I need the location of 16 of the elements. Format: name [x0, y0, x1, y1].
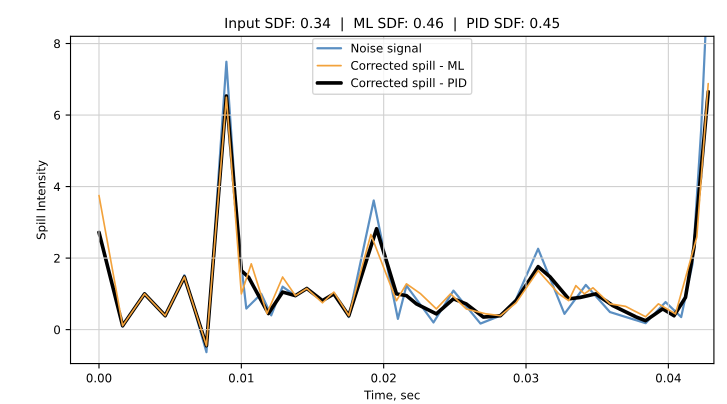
legend-label: Noise signal — [352, 43, 421, 55]
x-tick-label: 0.03 — [514, 374, 538, 382]
y-tick-label: 4 — [54, 182, 60, 192]
y-tick-label: 0 — [54, 325, 60, 334]
x-tick-label: 0.02 — [371, 374, 396, 382]
y-tick-label: 6 — [54, 110, 60, 120]
x-tick-label: 0.01 — [228, 374, 254, 382]
y-tick-label: 2 — [54, 254, 60, 263]
legend-label: Corrected spill - ML — [351, 60, 464, 72]
legend-label: Corrected spill - PID — [351, 78, 466, 90]
chart-title: Input SDF: 0.34 | ML SDF: 0.46 | PID SDF: 0.45 — [226, 17, 560, 32]
y-axis-title: Spill Intensity — [36, 160, 48, 240]
x-tick-label: 0.00 — [86, 374, 112, 382]
x-axis-title: Time, sec — [364, 390, 420, 401]
y-tick-label: 8 — [54, 39, 60, 48]
x-tick-label: 0.04 — [656, 374, 681, 382]
